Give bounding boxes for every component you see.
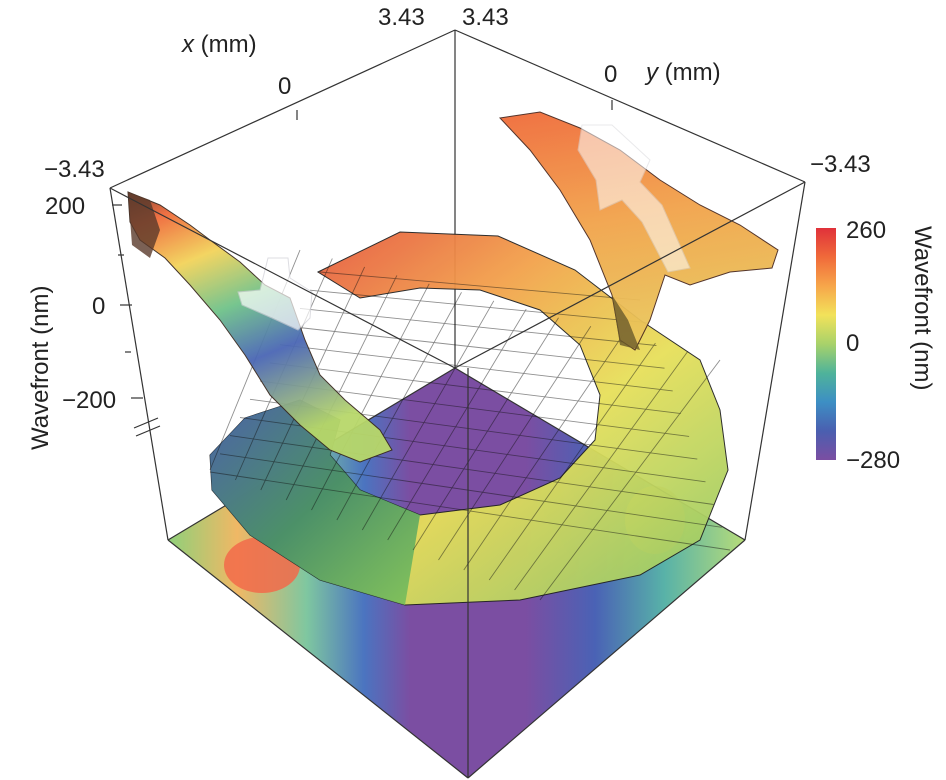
colorbar-tick-zero: 0 xyxy=(846,330,859,357)
x-projection-surface xyxy=(127,191,393,463)
ring-mesh-line xyxy=(289,326,665,369)
ring-mesh-line xyxy=(463,334,624,571)
ring-mesh-line xyxy=(229,435,714,505)
x-tick-zero: 0 xyxy=(278,73,291,100)
x-tick-max: 3.43 xyxy=(378,4,425,31)
ring-mesh-line xyxy=(279,344,673,392)
ring-mesh-line xyxy=(514,351,689,591)
cube-front-edges xyxy=(109,181,806,779)
ring-mesh-line xyxy=(336,292,462,521)
ring-mesh-line xyxy=(299,307,657,346)
x-tick-min: −3.43 xyxy=(44,156,105,183)
z-tick-top: 200 xyxy=(45,193,85,220)
colorbar-title: Wavefront (nm) xyxy=(909,226,936,390)
ring-mesh-line xyxy=(488,342,656,581)
z-axis-title: Wavefront (nm) xyxy=(27,286,54,450)
ring-mesh-line xyxy=(361,300,495,531)
y-projection-shadow xyxy=(612,295,640,350)
y-axis-title: y (mm) xyxy=(644,59,721,86)
ring-mesh-line xyxy=(438,325,592,561)
x-axis-ticks xyxy=(296,100,613,120)
ring-mesh-line xyxy=(539,359,721,601)
colorbar xyxy=(816,228,836,460)
ring-mesh-line xyxy=(319,271,641,301)
ring-mesh-line xyxy=(219,453,722,528)
y-tick-zero: 0 xyxy=(604,61,617,88)
z-axis-ticks xyxy=(112,204,143,399)
ring-mesh-line xyxy=(387,308,527,541)
ring-mesh-line xyxy=(412,317,559,551)
z-tick-bottom: −200 xyxy=(62,387,116,414)
ring-mesh-line xyxy=(285,275,398,501)
ring-mesh-line xyxy=(311,283,430,511)
colorbar-tick-max: 260 xyxy=(846,217,886,244)
arrow-left-overlay xyxy=(237,257,313,331)
x-axis-title: x (mm) xyxy=(181,31,257,58)
ring-mesh-line xyxy=(209,471,731,551)
x-projection-shadow xyxy=(128,192,160,258)
colorbar-tick-min: −280 xyxy=(846,447,900,474)
z-tick-zero: 0 xyxy=(92,293,105,320)
ring-mesh-line xyxy=(309,289,649,324)
z-axis-break xyxy=(133,417,161,437)
y-projection-surface xyxy=(498,111,779,351)
y-tick-min: −3.43 xyxy=(810,151,871,178)
ring-left-segment xyxy=(210,400,420,605)
ring-mesh-line xyxy=(269,362,681,415)
arrow-right-overlay xyxy=(577,124,691,273)
y-tick-max: 3.43 xyxy=(462,4,509,31)
